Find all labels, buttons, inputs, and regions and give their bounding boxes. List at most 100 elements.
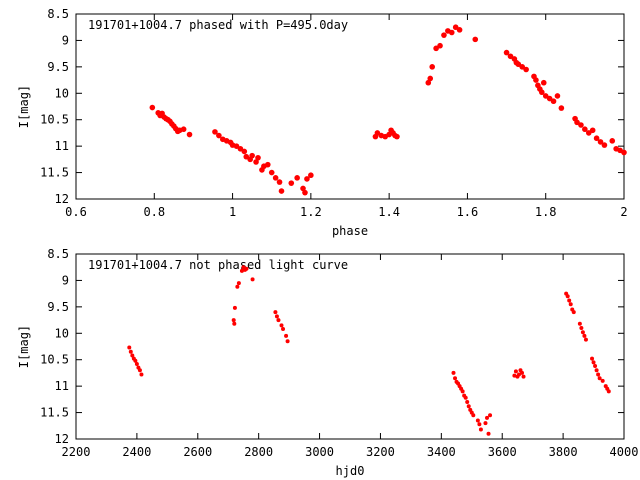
chart-0-data-point (429, 64, 436, 70)
chart-0-x-tick-label: 2 (620, 205, 627, 219)
chart-0-x-tick-label: 0.6 (65, 205, 87, 219)
chart-0-data-point (308, 172, 314, 179)
chart-0-data-point (448, 29, 455, 36)
chart-0-data-point (216, 132, 222, 139)
chart-0-data-point (452, 24, 459, 31)
chart-0-x-tick-label: 1 (229, 205, 236, 219)
chart-1-data-point (512, 373, 517, 378)
phased-light-curve-panel: 0.6 0.8 1 1.2 1.4 1.6 1.8 2 8.5 9 9.5 10 10.5 11 11.5 1… (17, 7, 628, 238)
chart-0-data-point (507, 53, 514, 60)
chart-1-data-point (516, 372, 521, 377)
chart-0-data-point (300, 185, 306, 192)
chart-0-data-point (302, 189, 308, 196)
chart-0-data-point (519, 64, 526, 70)
chart-0-data-point (241, 148, 248, 155)
chart-0-data-point (558, 105, 565, 111)
chart-1-data-point (453, 376, 458, 381)
chart-1-data-point (463, 395, 468, 400)
chart-1-x-tick-label: 3000 (305, 445, 334, 459)
chart-1-data-point (593, 364, 598, 369)
chart-1-data-point (274, 314, 279, 319)
chart-1-data-point (567, 298, 572, 303)
chart-1-data-point (273, 310, 278, 315)
chart-0-y-tick-label: 10 (55, 86, 69, 100)
chart-0-data-point (374, 130, 381, 136)
chart-1-data-point (137, 368, 142, 373)
chart-1-data-point (284, 333, 289, 338)
chart-0-data-point (582, 126, 588, 133)
chart-0-plot-frame (75, 13, 625, 200)
unphased-light-curve-panel: 2200 2400 2600 2800 3000 3200 3400 3600 3800 4000… (17, 247, 638, 478)
chart-0-data-point (578, 122, 584, 128)
chart-0-data-point (255, 154, 261, 161)
chart-0-data-point (433, 45, 439, 52)
chart-1-data-point (600, 378, 605, 383)
chart-1-y-tick-label: 11 (55, 379, 69, 393)
chart-1-y-tick-label: 8.5 (47, 247, 69, 261)
chart-1-data-point (485, 415, 489, 420)
chart-0-data-point (425, 79, 432, 86)
chart-1-data-point (579, 326, 584, 330)
chart-0-data-point (394, 133, 400, 140)
chart-0-data-point (304, 176, 310, 182)
chart-0-x-tick-label: 1.2 (300, 205, 322, 219)
chart-1-data-point (477, 422, 482, 427)
chart-1-y-tick-label: 10.5 (40, 353, 69, 367)
chart-0-y-tick-label: 9.5 (47, 60, 69, 74)
chart-1-data-point (239, 268, 244, 273)
chart-0-data-point (597, 139, 604, 145)
chart-1-data-point (279, 323, 284, 328)
chart-1-data-point (478, 427, 483, 432)
chart-1-y-tick-label: 10 (55, 326, 69, 340)
chart-0-y-tick-label: 12 (55, 192, 69, 206)
chart-0-data-point (574, 119, 580, 126)
chart-0-data-point (585, 130, 592, 136)
chart-1-data-point (597, 376, 602, 381)
chart-1-data-point (466, 404, 471, 409)
chart-0-data-point (265, 161, 271, 168)
chart-1-data-point (583, 337, 588, 342)
chart-1-x-axis-label: hjd0 (336, 464, 365, 478)
chart-1-data-point (590, 356, 595, 361)
chart-1-data-point (582, 333, 587, 338)
chart-0-data-point (503, 49, 510, 56)
chart-0-data-point (278, 188, 285, 194)
chart-0-data-point (149, 104, 156, 111)
chart-1-plot-frame (75, 253, 625, 440)
chart-0-title: 191701+1004.7 phased with P=495.0day (88, 18, 348, 32)
chart-1-data-point (232, 305, 237, 310)
chart-1-data-point (276, 318, 281, 323)
chart-0-data-point (533, 77, 539, 83)
chart-1-x-tick-label: 3200 (366, 445, 395, 459)
chart-1-x-tick-label: 3400 (427, 445, 456, 459)
chart-1-data-point (486, 431, 491, 436)
chart-1-data-point (465, 400, 470, 404)
chart-1-data-point (281, 327, 286, 332)
chart-1-data-point (596, 372, 601, 377)
chart-0-data-point (253, 159, 259, 165)
chart-1-data-point (471, 413, 476, 418)
chart-0-y-axis-label: I[mag] (17, 85, 31, 128)
chart-0-data-point (621, 149, 627, 156)
chart-1-data-point (606, 389, 611, 394)
chart-0-data-point (523, 66, 529, 73)
chart-0-data-point (456, 27, 463, 33)
chart-1-data-point (232, 321, 237, 326)
chart-0-data-point (294, 175, 300, 181)
chart-1-data-point (513, 369, 518, 374)
chart-0-data-point (237, 145, 244, 152)
chart-0-data-point (593, 135, 600, 142)
chart-1-data-point (594, 368, 599, 373)
chart-1-y-tick-label: 9 (62, 273, 69, 287)
chart-0-data-point (542, 93, 549, 99)
chart-0-data-point (554, 93, 561, 99)
chart-0-data-point (589, 127, 596, 134)
chart-1-data-point (571, 310, 576, 315)
chart-1-data-point (521, 374, 526, 379)
chart-1-x-tick-label: 3800 (549, 445, 578, 459)
chart-0-data-point (550, 98, 557, 105)
chart-1-y-tick-label: 12 (55, 432, 69, 446)
chart-1-data-point (235, 284, 240, 289)
chart-0-data-point (515, 61, 522, 68)
